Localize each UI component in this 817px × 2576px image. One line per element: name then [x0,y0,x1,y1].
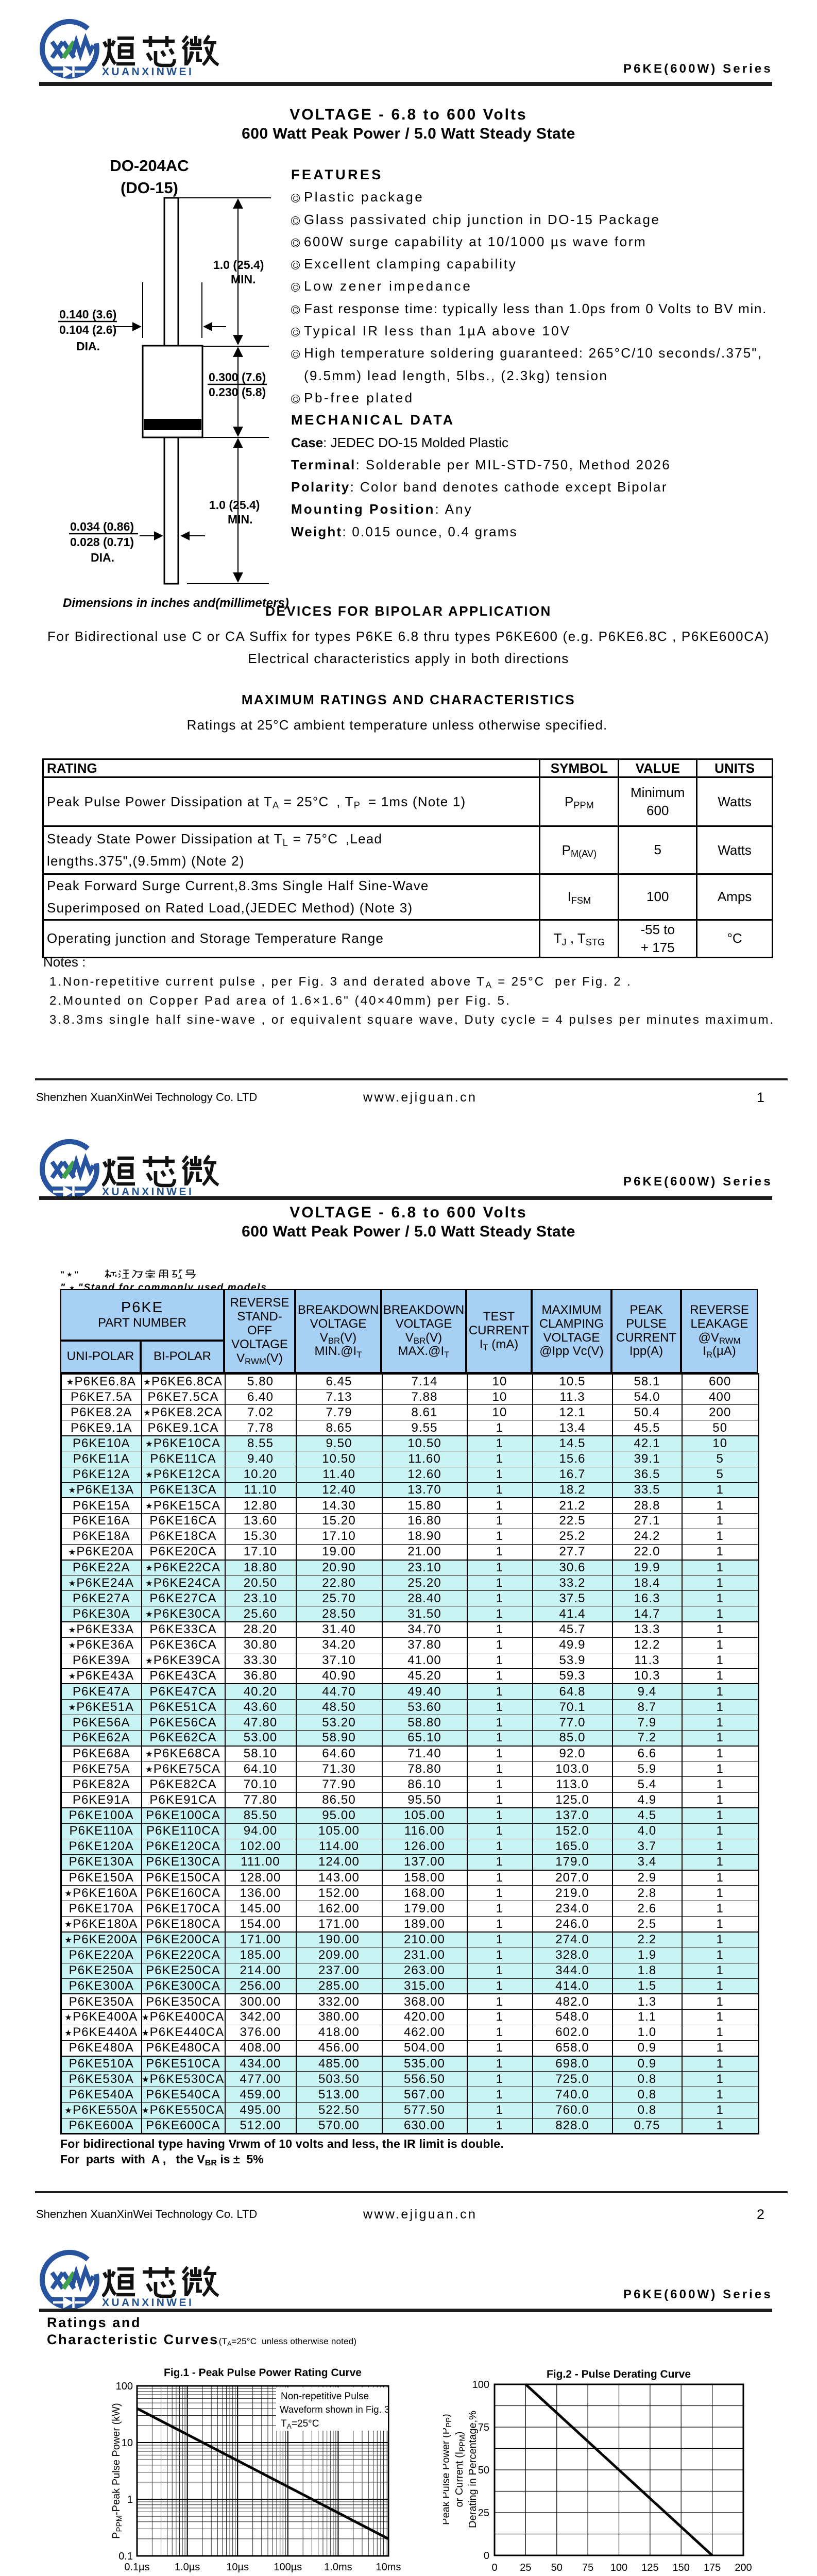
svg-text:0: 0 [484,2550,489,2562]
svg-text:125: 125 [641,2562,658,2573]
svg-text:0: 0 [491,2562,497,2573]
svg-text:Peak Pulse Power (PPP): Peak Pulse Power (PPP) [443,2414,453,2525]
svg-text:100: 100 [116,2381,133,2392]
svg-text:or Current (IPPM): or Current (IPPM) [454,2432,467,2507]
svg-text:Dimensions in inches and(milli: Dimensions in inches and(millimeters) [63,596,288,610]
svg-text:1: 1 [127,2494,133,2505]
svg-text:50: 50 [551,2562,563,2573]
svg-text:0.028 (0.71): 0.028 (0.71) [70,535,134,549]
svg-text:1.0µs: 1.0µs [175,2562,200,2573]
svg-text:DIA.: DIA. [76,340,100,353]
svg-text:10ms: 10ms [376,2562,401,2573]
svg-text:DO-204AC: DO-204AC [110,157,189,175]
svg-text:100: 100 [610,2562,627,2573]
svg-text:MIN.: MIN. [231,273,256,286]
svg-text:10: 10 [122,2437,133,2449]
svg-text:200: 200 [735,2562,752,2573]
svg-text:Waveform shown in Fig. 3: Waveform shown in Fig. 3 [280,2404,389,2415]
svg-text:75: 75 [478,2422,489,2433]
svg-text:100µs: 100µs [274,2562,302,2573]
svg-text:0.230 (5.8): 0.230 (5.8) [209,385,266,399]
svg-text:0.300 (7.6): 0.300 (7.6) [209,370,266,384]
svg-text:50: 50 [478,2465,489,2476]
svg-text:0.1: 0.1 [118,2551,133,2562]
svg-text:(DO-15): (DO-15) [121,179,178,197]
svg-text:150: 150 [673,2562,690,2573]
svg-text:Derating in Percentage,%: Derating in Percentage,% [467,2411,479,2528]
svg-text:0.140 (3.6): 0.140 (3.6) [59,308,116,321]
svg-text:10µs: 10µs [226,2562,249,2573]
svg-text:75: 75 [582,2562,593,2573]
svg-text:1.0ms: 1.0ms [324,2562,352,2573]
svg-text:25: 25 [520,2562,531,2573]
svg-text:TA=25°C: TA=25°C [281,2418,319,2430]
svg-text:100: 100 [472,2379,489,2391]
svg-text:PPPM-Peak Pulse Power (kW): PPPM-Peak Pulse Power (kW) [111,2403,124,2539]
svg-text:1.0 (25.4): 1.0 (25.4) [209,498,260,512]
svg-text:Non-repetitive Pulse: Non-repetitive Pulse [281,2391,369,2402]
svg-text:175: 175 [704,2562,721,2573]
svg-text:MIN.: MIN. [228,513,253,526]
svg-text:0.1µs: 0.1µs [124,2562,149,2573]
svg-text:DIA.: DIA. [91,551,114,564]
svg-text:0.104 (2.6): 0.104 (2.6) [59,323,116,336]
svg-text:25: 25 [478,2507,489,2519]
svg-text:1.0 (25.4): 1.0 (25.4) [213,258,264,272]
svg-text:0.034 (0.86): 0.034 (0.86) [70,520,134,533]
